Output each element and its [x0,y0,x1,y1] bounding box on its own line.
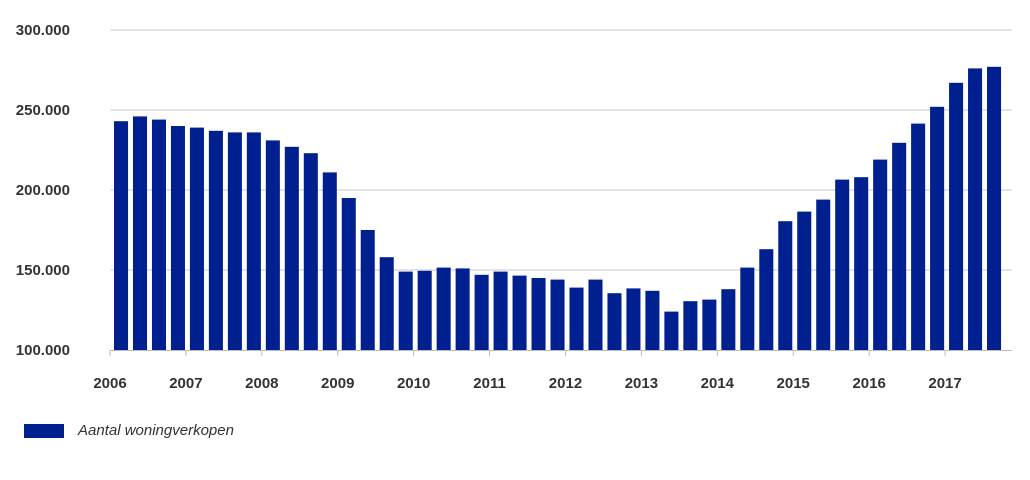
bar [436,267,451,350]
bar [778,221,793,350]
y-tick-label: 250.000 [16,102,70,119]
x-tick-label: 2015 [777,375,810,392]
bar [189,127,204,350]
bar [987,66,1002,351]
bar [873,159,888,350]
x-tick-label: 2006 [93,375,126,392]
x-tick-label: 2013 [625,375,658,392]
bar [360,230,375,350]
legend-label: Aantal woningverkopen [78,422,234,439]
bar [968,68,983,351]
bar [132,116,148,351]
bar [721,289,736,350]
bar [816,199,831,350]
bar [474,274,489,350]
legend-swatch [24,423,64,438]
bar [911,123,926,350]
x-tick-label: 2008 [245,375,278,392]
bar [531,278,546,350]
bar [265,140,280,350]
bar [303,153,318,350]
bar [645,290,660,350]
y-axis-ticks: 100.000 150.000 200.000 250.000 300.000 [16,22,70,359]
bar [588,279,603,350]
bar [949,82,964,351]
bar [493,271,508,350]
bar [835,179,850,350]
y-tick-label: 100.000 [16,342,70,359]
legend: Aantal woningverkopen [24,422,234,439]
x-tick-label: 2009 [321,375,354,392]
bar [930,106,945,350]
bar [797,211,812,350]
bar [759,249,774,350]
bar [417,270,432,350]
x-tick-label: 2017 [928,375,961,392]
bar [702,299,717,350]
bar [626,288,641,350]
bar [379,257,394,350]
bar [664,311,679,350]
bar [170,126,185,350]
bars [114,66,1002,351]
x-axis [109,350,1012,356]
bar [569,287,584,350]
bar [398,271,413,350]
x-tick-label: 2007 [169,375,202,392]
bar [683,301,698,350]
bar [341,198,356,350]
bar [284,146,299,350]
x-tick-label: 2010 [397,375,430,392]
bar [550,279,565,350]
x-tick-label: 2012 [549,375,582,392]
bar-chart: 100.000 150.000 200.000 250.000 300.000 2006… [16,22,1012,392]
bar [208,130,223,350]
x-tick-label: 2011 [473,375,506,392]
bar [892,142,907,350]
x-tick-label: 2014 [701,375,735,392]
bar [322,172,337,350]
bar [246,132,261,350]
bar [227,132,242,350]
bar [512,275,527,350]
y-tick-label: 300.000 [16,22,70,39]
bar [854,177,869,350]
bar [740,267,755,350]
bar [455,268,470,350]
y-tick-label: 200.000 [16,182,70,199]
y-tick-label: 150.000 [16,262,70,279]
bar [151,119,166,350]
bar [607,293,622,350]
x-axis-ticks: 2006 2007 2008 2009 2010 2011 2012 2013 2014 2015… [93,375,961,392]
bar [114,121,129,350]
x-tick-label: 2016 [852,375,885,392]
